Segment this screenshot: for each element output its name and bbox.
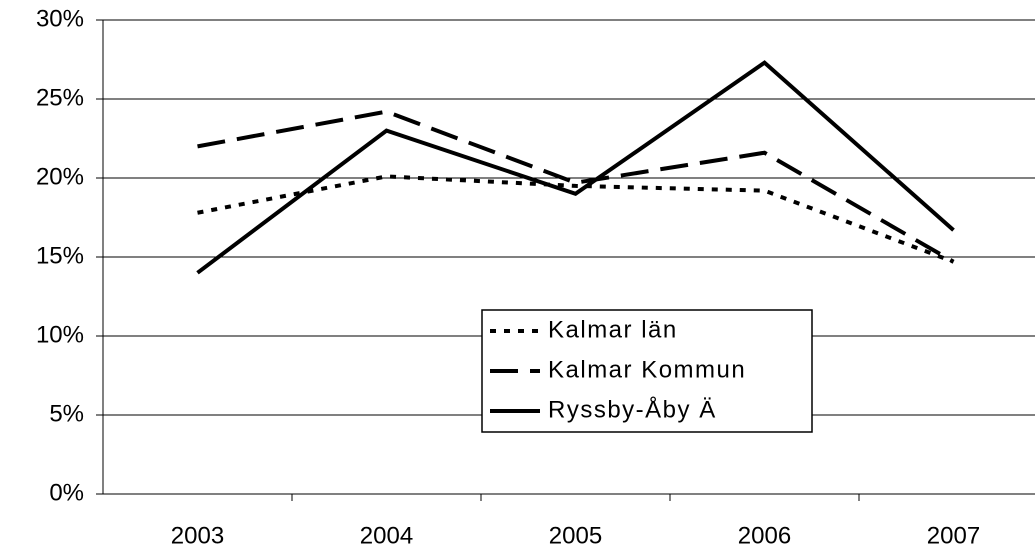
x-tick-label: 2005 [549, 522, 602, 549]
legend-label: Kalmar Kommun [548, 356, 746, 383]
y-tick-label: 10% [36, 321, 84, 348]
x-tick-label: 2007 [927, 522, 980, 549]
legend-label: Ryssby-Åby Ä [548, 395, 717, 423]
y-tick-label: 0% [49, 479, 84, 506]
x-tick-label: 2006 [738, 522, 791, 549]
y-tick-label: 5% [49, 400, 84, 427]
series-line [197, 109, 955, 264]
series-line [196, 60, 955, 275]
y-tick-label: 25% [36, 84, 84, 111]
y-tick-label: 20% [36, 163, 84, 190]
y-tick-label: 30% [36, 5, 84, 32]
series-line [197, 174, 955, 264]
x-tick-label: 2003 [171, 522, 224, 549]
x-tick-label: 2004 [360, 522, 413, 549]
legend-label: Kalmar län [548, 316, 678, 343]
y-tick-label: 15% [36, 242, 84, 269]
